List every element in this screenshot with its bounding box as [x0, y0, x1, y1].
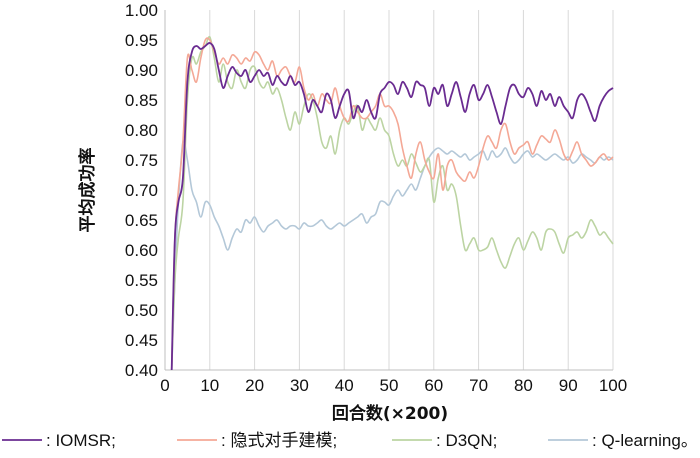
legend-label-1: : IOMSR; [46, 431, 116, 450]
y-tick-label: 0.50 [125, 301, 158, 320]
legend-label-3: : D3QN; [436, 431, 497, 450]
x-tick-label: 60 [424, 376, 443, 395]
x-tick-label: 0 [160, 376, 169, 395]
series-line-3 [170, 35, 614, 371]
x-axis-title: 回合数(×200) [332, 403, 448, 424]
chart-axes [164, 10, 613, 371]
chart-series [170, 35, 614, 371]
chart-grid [209, 10, 614, 370]
y-tick-label: 0.85 [125, 91, 158, 110]
legend-label-2: : 隐式对手建模; [221, 431, 337, 450]
legend-label-4: : Q-learning。 [592, 431, 698, 450]
x-tick-label: 40 [335, 376, 354, 395]
x-tick-label: 30 [290, 376, 309, 395]
x-tick-label: 100 [599, 376, 627, 395]
y-tick-label: 0.55 [125, 271, 158, 290]
y-tick-label: 0.60 [125, 241, 158, 260]
x-tick-label: 80 [514, 376, 533, 395]
x-tick-label: 90 [559, 376, 578, 395]
y-tick-label: 0.40 [125, 361, 158, 380]
y-tick-label: 0.90 [125, 61, 158, 80]
series-line-2 [170, 37, 614, 371]
chart-legend: : IOMSR; : 隐式对手建模; : D3QN; : Q-learning。 [2, 431, 698, 450]
y-tick-label: 0.45 [125, 331, 158, 350]
y-tick-label: 0.65 [125, 211, 158, 230]
series-line-1 [170, 42, 614, 371]
y-tick-label: 0.70 [125, 181, 158, 200]
series-line-4 [170, 139, 614, 371]
x-tick-label: 10 [200, 376, 219, 395]
y-axis-title: 平均成功率 [77, 148, 98, 233]
y-tick-label: 0.95 [125, 31, 158, 50]
x-tick-label: 50 [380, 376, 399, 395]
chart-tick-labels: 0.40 0.45 0.50 0.55 0.60 0.65 0.70 0.75 0.80 0.85… [125, 1, 627, 395]
x-tick-label: 20 [245, 376, 264, 395]
y-tick-label: 0.80 [125, 121, 158, 140]
y-tick-label: 1.00 [125, 1, 158, 20]
x-tick-label: 70 [469, 376, 488, 395]
y-tick-label: 0.75 [125, 151, 158, 170]
